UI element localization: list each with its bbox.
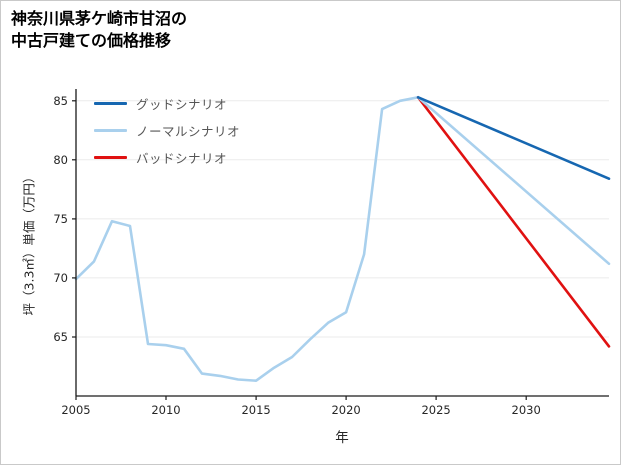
svg-text:2030: 2030 (512, 403, 541, 417)
page-title-line1: 神奈川県茅ケ崎市甘沼の (11, 9, 188, 28)
y-axis-label: 坪（3.3㎡）単価（万円） (21, 170, 37, 316)
legend-item-good: グッドシナリオ (94, 95, 240, 112)
good-scenario-line-swatch (94, 102, 127, 105)
page-title: 神奈川県茅ケ崎市甘沼の 中古戸建ての価格推移 (11, 8, 187, 53)
svg-text:2010: 2010 (151, 403, 180, 417)
svg-text:2020: 2020 (331, 403, 360, 417)
normal-scenario-line-swatch (94, 129, 127, 132)
chart-legend: グッドシナリオ ノーマルシナリオ バッドシナリオ (94, 95, 240, 176)
legend-item-bad: バッドシナリオ (94, 149, 240, 166)
svg-text:75: 75 (53, 212, 68, 226)
svg-text:80: 80 (53, 153, 68, 167)
legend-label-good: グッドシナリオ (136, 97, 228, 112)
legend-item-normal: ノーマルシナリオ (94, 122, 240, 139)
svg-text:2025: 2025 (421, 403, 450, 417)
svg-text:2015: 2015 (241, 403, 270, 417)
svg-text:65: 65 (53, 330, 68, 344)
legend-label-normal: ノーマルシナリオ (136, 124, 241, 139)
page-title-line2: 中古戸建ての価格推移 (11, 31, 172, 51)
bad-scenario-line-swatch (94, 156, 127, 159)
svg-text:70: 70 (53, 271, 68, 285)
svg-text:85: 85 (53, 94, 68, 108)
x-axis-label: 年 (335, 430, 349, 446)
legend-label-bad: バッドシナリオ (136, 151, 228, 166)
svg-text:2005: 2005 (61, 403, 90, 417)
